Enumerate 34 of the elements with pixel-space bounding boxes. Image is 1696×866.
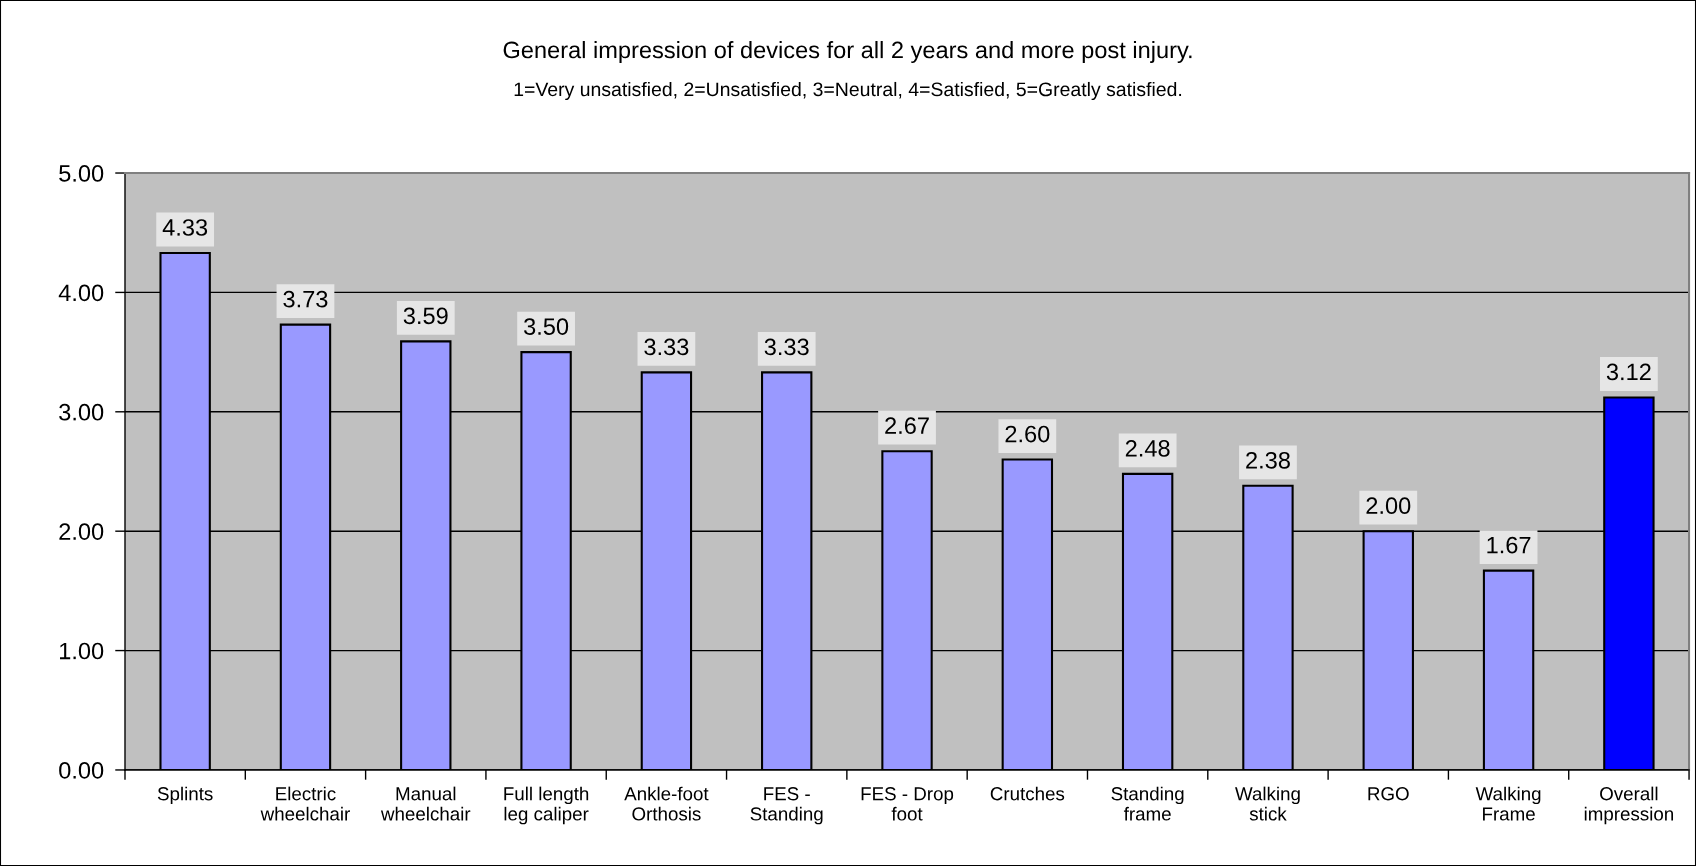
- data-label: 3.73: [283, 290, 328, 308]
- y-tick-label: 5.00: [59, 165, 104, 182]
- x-tick-label: RGO: [1368, 787, 1409, 801]
- y-tick-label: 0.00: [59, 762, 104, 779]
- x-tick-label: Electric wheelchair: [260, 786, 350, 821]
- data-label: 2.00: [1366, 497, 1411, 515]
- data-label: 2.67: [885, 417, 929, 435]
- data-label: 3.50: [524, 318, 569, 335]
- x-tick-label: Splints: [157, 786, 213, 805]
- x-tick-label: Standing frame: [1111, 786, 1184, 821]
- data-label: 1.67: [1487, 536, 1531, 554]
- x-tick-label: Ankle-foot Orthosis: [624, 786, 709, 821]
- x-tick-label: Crutches: [990, 786, 1065, 801]
- x-tick-label: Walking Frame: [1475, 786, 1541, 821]
- data-label: 3.59: [403, 307, 448, 325]
- data-label: 2.60: [1005, 425, 1050, 443]
- x-tick-label: Overall impression: [1584, 786, 1673, 825]
- x-tick-label: FES - Standing: [750, 787, 823, 825]
- x-tick-label: Manual wheelchair: [380, 786, 471, 821]
- data-label: 3.33: [644, 338, 689, 356]
- data-label: 2.38: [1246, 451, 1290, 469]
- y-tick-label: 4.00: [58, 284, 104, 302]
- data-label: 2.48: [1125, 439, 1170, 457]
- chart-subtitle: 1=Very unsatisfied, 2=Unsatisfied, 3=Neutral, 4=Satisfied, 5=Greatly satisfied.: [514, 81, 1182, 101]
- x-tick-label: Full length leg caliper: [504, 786, 589, 825]
- x-tick-label: Walking stick: [1235, 786, 1300, 821]
- y-tick-label: 3.00: [59, 403, 104, 421]
- data-label: 3.33: [764, 338, 809, 356]
- chart-title: General impression of devices for all 2 years and more post injury.: [503, 41, 1192, 63]
- data-label: 4.33: [162, 219, 208, 236]
- data-label: 3.12: [1606, 363, 1651, 381]
- x-tick-label: FES - Drop foot: [861, 787, 954, 821]
- y-tick-label: 1.00: [60, 642, 104, 660]
- y-tick-label: 2.00: [59, 523, 104, 540]
